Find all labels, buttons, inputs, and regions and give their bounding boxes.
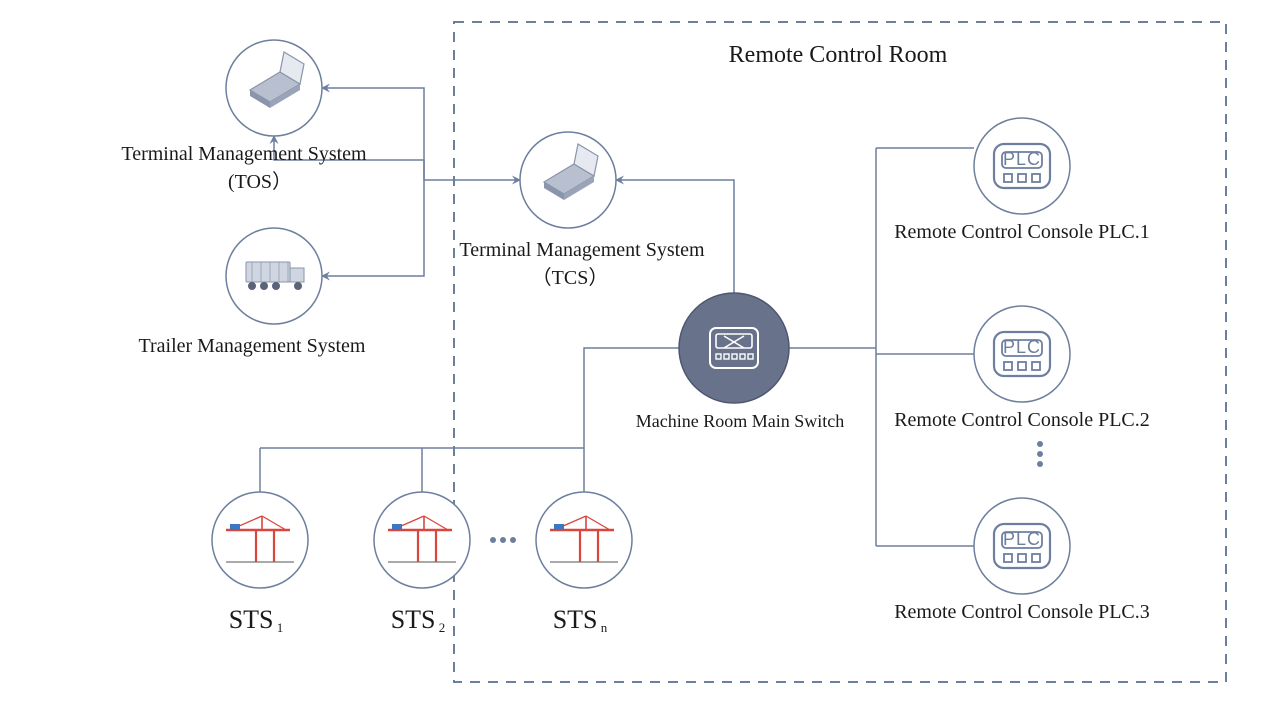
svg-text:PLC: PLC <box>1003 149 1041 169</box>
ellipsis-dot <box>490 537 496 543</box>
svg-text:Remote Control Console PLC.1: Remote Control Console PLC.1 <box>894 221 1150 243</box>
svg-text:Machine Room Main Switch: Machine Room Main Switch <box>636 411 844 431</box>
ellipsis-dot <box>500 537 506 543</box>
main-switch-node <box>679 293 789 403</box>
svg-text:PLC: PLC <box>1003 337 1041 357</box>
ellipsis-dot <box>1037 451 1043 457</box>
svg-text:Remote Control Console PLC.3: Remote Control Console PLC.3 <box>894 601 1150 623</box>
svg-text:PLC: PLC <box>1003 529 1041 549</box>
connector <box>616 180 734 293</box>
tcs-node <box>520 132 616 228</box>
svg-text:Remote Control Console PLC.2: Remote Control Console PLC.2 <box>894 409 1150 431</box>
architecture-diagram: Remote Control Room Terminal Management S… <box>0 0 1274 716</box>
svg-text:STS 2: STS 2 <box>391 605 446 635</box>
svg-text:Terminal Management System: Terminal Management System <box>121 143 367 165</box>
connector <box>322 88 520 180</box>
svg-text:Trailer Management System: Trailer Management System <box>138 335 365 357</box>
tos-node <box>226 40 322 136</box>
ellipsis-dot <box>1037 461 1043 467</box>
svg-text:Remote Control Room: Remote Control Room <box>729 42 948 68</box>
ellipsis-dot <box>510 537 516 543</box>
svg-text:（TCS）: （TCS） <box>532 266 609 289</box>
sts2-node <box>374 492 470 588</box>
svg-text:Terminal Management System: Terminal Management System <box>459 239 705 261</box>
connector <box>584 348 679 448</box>
trailer-node <box>226 228 322 324</box>
stsn-node <box>536 492 632 588</box>
svg-text:(TOS）: (TOS） <box>228 170 292 193</box>
sts1-node <box>212 492 308 588</box>
ellipsis-dot <box>1037 441 1043 447</box>
svg-text:STS 1: STS 1 <box>229 605 284 635</box>
svg-text:STS n: STS n <box>553 605 608 635</box>
